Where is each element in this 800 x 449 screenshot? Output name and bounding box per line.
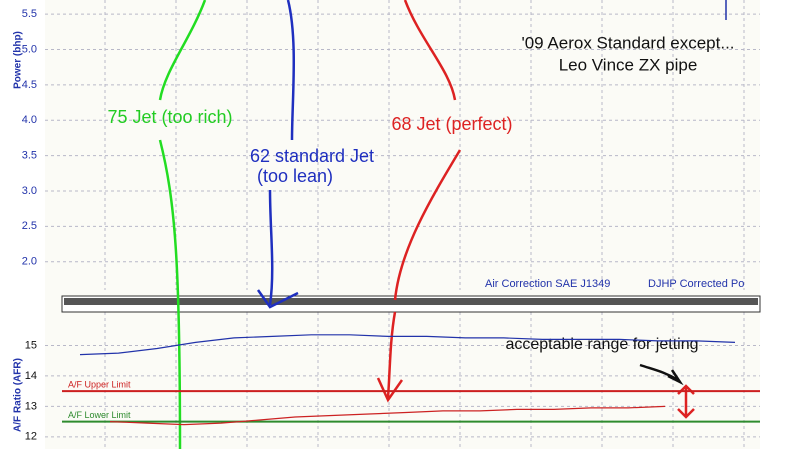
y-tick-label: 3.5: [22, 150, 37, 162]
annotation: 68 Jet (perfect): [391, 114, 512, 134]
y-tick-label: 3.0: [22, 185, 37, 197]
y-tick-label: 4.5: [22, 79, 37, 91]
annotation: '09 Aerox Standard except...: [521, 33, 734, 52]
black-arrow: [639, 363, 684, 386]
red-arrow: [376, 0, 462, 403]
y-tick-label: 2.5: [22, 220, 37, 232]
y-tick-label: 5.5: [22, 8, 37, 20]
blue-arrow: [256, 0, 299, 309]
legend-bar: [64, 298, 758, 305]
y-tick-label: 13: [25, 400, 37, 412]
y-tick-label: 2.0: [22, 256, 37, 268]
reference-label: A/F Upper Limit: [68, 380, 131, 390]
annotation: Leo Vince ZX pipe: [559, 55, 698, 74]
annotation: 62 standard Jet: [250, 146, 374, 166]
annotation: (too lean): [257, 166, 333, 186]
reference-label: A/F Lower Limit: [68, 410, 131, 420]
plot-bg: [45, 0, 760, 449]
afr-axis-label: A/F Ratio (AFR): [13, 358, 24, 432]
y-tick-label: 14: [25, 370, 37, 382]
y-tick-label: 15: [25, 339, 37, 351]
series-line: [109, 405, 666, 426]
y-tick-label: 5.0: [22, 43, 37, 55]
y-tick-label: 4.0: [22, 114, 37, 126]
green-arrow: [158, 0, 207, 449]
legend-entry: Air Correction SAE J1349: [485, 278, 610, 290]
annotation: 75 Jet (too rich): [107, 107, 232, 127]
series-line: [79, 334, 736, 356]
y-tick-label: 12: [25, 431, 37, 443]
legend-entry: DJHP Corrected Po: [648, 278, 744, 290]
power-axis-label: Power (bhp): [13, 31, 24, 89]
